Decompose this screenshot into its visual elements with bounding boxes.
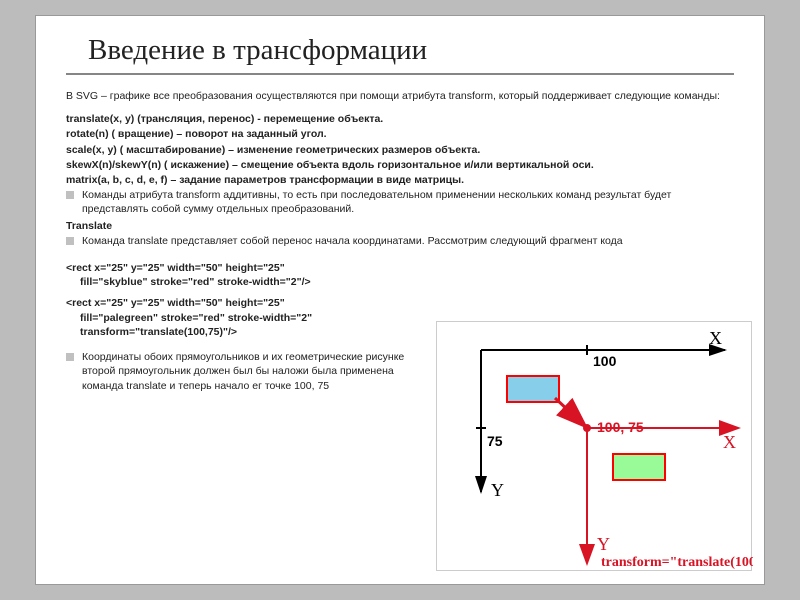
translate-diagram: 10075XY100, 75XYtransform="translate(100… xyxy=(436,321,752,571)
bullet-icon xyxy=(66,237,74,245)
cmd-skew: skewX(n)/skewY(n) ( искажение) – смещени… xyxy=(66,158,734,172)
bullet-icon xyxy=(66,353,74,361)
bullet-coords-text: Координаты обоих прямоугольников и их ге… xyxy=(82,350,426,393)
svg-text:75: 75 xyxy=(487,433,503,449)
bullet-additive-text: Команды атрибута transform аддитивны, то… xyxy=(82,188,734,216)
diagram-svg: 10075XY100, 75XYtransform="translate(100… xyxy=(437,322,753,572)
bullet-coords: Координаты обоих прямоугольников и их ге… xyxy=(66,350,426,393)
bullet-translate-desc: Команда translate представляет собой пер… xyxy=(66,234,734,248)
bullet-additive: Команды атрибута transform аддитивны, то… xyxy=(66,188,734,216)
translate-subtitle: Translate xyxy=(66,219,734,233)
intro-text: В SVG – графике все преобразования осуще… xyxy=(66,89,734,103)
content-area: В SVG – графике все преобразования осуще… xyxy=(66,89,734,393)
svg-text:X: X xyxy=(709,328,722,348)
svg-text:Y: Y xyxy=(491,480,504,500)
svg-text:Y: Y xyxy=(597,534,610,554)
svg-text:transform="translate(100,75)": transform="translate(100,75)" xyxy=(601,555,753,570)
cmd-rotate: rotate(n) ( вращение) – поворот на задан… xyxy=(66,127,734,141)
slide-title: Введение в трансформации xyxy=(88,34,734,67)
cmd-matrix: matrix(a, b, c, d, e, f) – задание парам… xyxy=(66,173,734,187)
cmd-translate: translate(x, y) (трансляция, перенос) - … xyxy=(66,112,734,126)
code1-line2: fill="skyblue" stroke="red" stroke-width… xyxy=(66,275,734,290)
code1-line1: <rect x="25" y="25" width="50" height="2… xyxy=(66,261,734,276)
bullet-icon xyxy=(66,191,74,199)
title-rule xyxy=(66,73,734,75)
code-sample-1: <rect x="25" y="25" width="50" height="2… xyxy=(66,261,734,290)
svg-text:100: 100 xyxy=(593,353,617,369)
svg-text:X: X xyxy=(723,432,736,452)
slide: Введение в трансформации В SVG – графике… xyxy=(35,15,765,585)
bullet-translate-text: Команда translate представляет собой пер… xyxy=(82,234,734,248)
code2-line1: <rect x="25" y="25" width="50" height="2… xyxy=(66,296,734,311)
cmd-scale: scale(x, y) ( масштабирование) – изменен… xyxy=(66,143,734,157)
